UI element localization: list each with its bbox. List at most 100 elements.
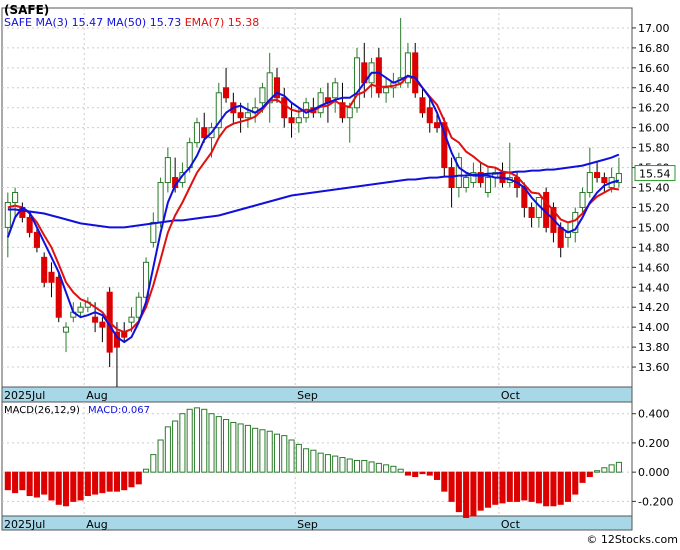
candle-body xyxy=(128,316,135,323)
candle-body xyxy=(572,211,579,233)
macd-bar xyxy=(62,471,70,507)
macd-bar xyxy=(383,464,390,473)
macd-bar xyxy=(288,439,295,473)
macd-bar xyxy=(579,471,586,483)
macd-bar xyxy=(397,468,404,473)
candle-body xyxy=(586,172,593,194)
macd-bar xyxy=(113,471,120,492)
macd-bar xyxy=(477,471,484,511)
macd-bar xyxy=(237,423,244,473)
price-legend: SAFE MA(3) 15.47 MA(50) 15.73 EMA(7) 15.… xyxy=(4,16,259,29)
macd-bar xyxy=(594,470,601,473)
macd-bar xyxy=(4,471,11,491)
macd-bar xyxy=(441,471,448,492)
macd-bar xyxy=(55,471,62,505)
price-tick-label: 17.00 xyxy=(638,22,670,35)
macd-bar xyxy=(106,471,113,492)
macd-bar xyxy=(346,458,353,473)
macd-bar xyxy=(506,471,513,502)
chart-title: (SAFE) xyxy=(4,3,49,17)
macd-bar xyxy=(172,420,179,473)
macd-bar xyxy=(426,471,433,476)
candle-body xyxy=(484,177,492,194)
candle-body xyxy=(433,122,441,129)
macd-bar xyxy=(150,454,157,473)
date-label: 2025Jul xyxy=(4,389,45,402)
macd-bar xyxy=(201,408,208,473)
candle-body xyxy=(317,92,324,114)
price-tick-label: 16.40 xyxy=(638,82,670,95)
price-tick-label: 15.20 xyxy=(638,201,670,214)
candle-body xyxy=(77,306,84,313)
legend-item-value: 15.38 xyxy=(228,16,260,29)
candle-body xyxy=(92,316,99,323)
macd-bar xyxy=(499,471,506,504)
macd-bar xyxy=(412,471,419,478)
macd-bar xyxy=(157,439,164,473)
macd-bar xyxy=(375,462,382,473)
macd-bar xyxy=(281,435,288,473)
macd-bar xyxy=(484,471,492,508)
price-tick-label: 15.00 xyxy=(638,221,670,234)
price-tick-label: 14.60 xyxy=(638,261,670,274)
macd-tick-label: -0.200 xyxy=(638,495,673,508)
macd-bar xyxy=(514,471,521,502)
candle-body xyxy=(419,97,426,114)
macd-bar xyxy=(84,471,91,497)
candle-body xyxy=(201,127,208,139)
macd-bar xyxy=(404,471,411,476)
candle-body xyxy=(383,87,390,94)
candle-body xyxy=(266,72,273,104)
date-axis-band-bottom xyxy=(1,515,633,531)
candle-body xyxy=(157,182,164,223)
price-tick-label: 13.80 xyxy=(638,341,670,354)
macd-tick-label: 0.200 xyxy=(638,437,670,450)
macd-bar xyxy=(317,452,324,473)
macd-bar xyxy=(179,413,186,473)
macd-bar xyxy=(368,461,375,473)
macd-bar xyxy=(463,471,470,518)
candle-body xyxy=(528,206,535,218)
legend-symbol: SAFE xyxy=(4,16,32,29)
macd-bar xyxy=(193,407,201,473)
candle-body xyxy=(470,172,477,184)
macd-bar xyxy=(186,408,193,473)
candle-body xyxy=(55,276,62,318)
macd-bar xyxy=(353,459,361,473)
candle-body xyxy=(426,107,433,124)
candle-body xyxy=(273,77,281,99)
macd-bar xyxy=(128,471,135,488)
macd-bar xyxy=(26,471,33,497)
macd-bar xyxy=(142,468,150,473)
candle-body xyxy=(259,87,266,104)
macd-bar xyxy=(273,433,281,473)
price-tick-label: 14.40 xyxy=(638,281,670,294)
macd-bar xyxy=(244,424,251,473)
candle-body xyxy=(601,177,608,184)
macd-bar xyxy=(543,471,550,507)
candle-body xyxy=(288,117,295,124)
candle-body xyxy=(26,216,33,233)
candle-body xyxy=(4,201,11,228)
date-label: Aug xyxy=(86,389,107,402)
macd-bar xyxy=(470,471,477,517)
price-tick-label: 13.60 xyxy=(638,361,670,374)
macd-bar xyxy=(135,471,142,485)
macd-bar xyxy=(295,443,302,473)
macd-bar xyxy=(557,471,564,505)
candle-body xyxy=(223,87,230,99)
candle-body xyxy=(237,112,244,119)
macd-bar xyxy=(33,471,40,498)
candle-body xyxy=(150,221,157,243)
macd-legend-label: MACD(26,12,9) xyxy=(4,405,80,416)
macd-tick-label: 0.000 xyxy=(638,466,670,479)
candle-body xyxy=(62,326,70,333)
price-tick-label: 16.80 xyxy=(638,42,670,55)
macd-bar xyxy=(492,471,499,505)
candle-body xyxy=(41,256,48,283)
date-axis-band xyxy=(1,386,633,403)
date-label-bottom: Sep xyxy=(297,518,318,531)
candle-body xyxy=(48,271,55,283)
candle-body xyxy=(557,226,564,248)
